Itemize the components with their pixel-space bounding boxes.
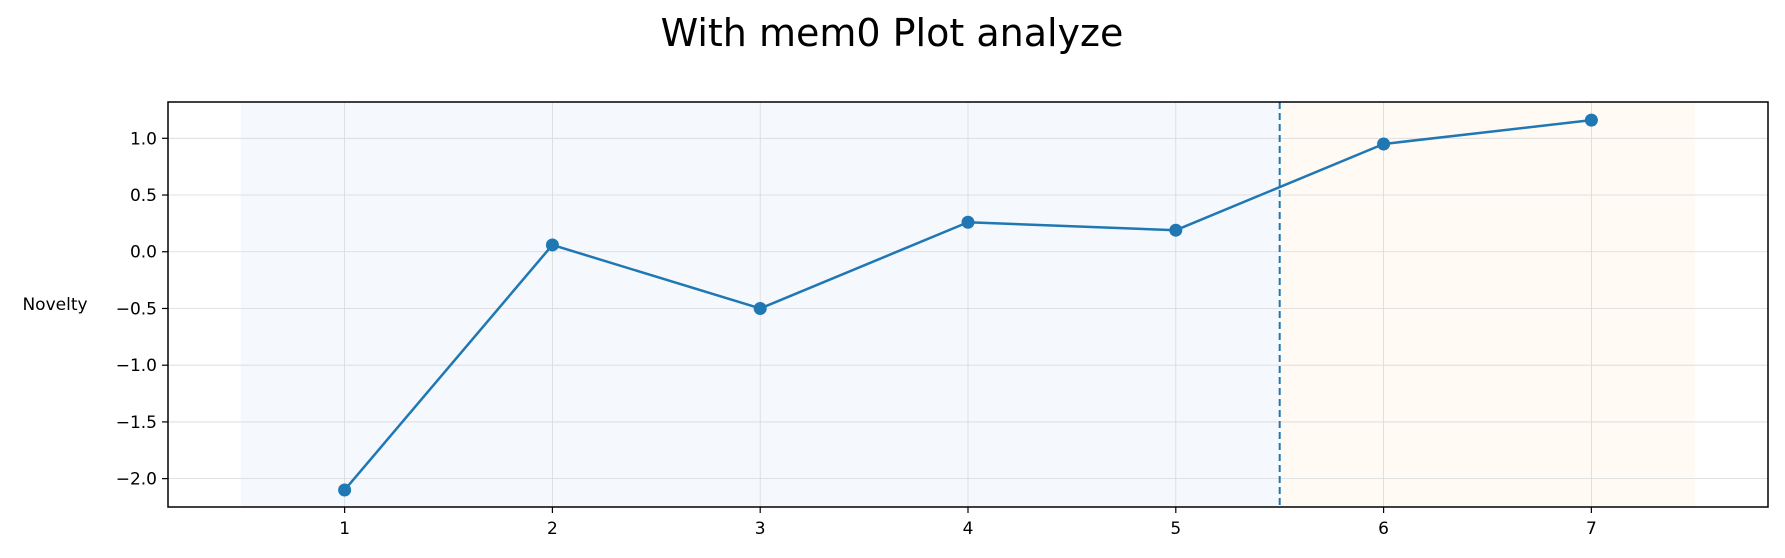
x-tick-label-1: 1 [339, 519, 350, 539]
x-tick-label-7: 7 [1586, 519, 1597, 539]
y-tick-label-1: 1.0 [130, 129, 157, 149]
y-tick-label-7: −2.0 [116, 470, 157, 490]
x-axis-ticks: 1 2 3 4 5 6 7 [339, 507, 1597, 539]
series-layer [338, 113, 1598, 497]
data-point-5 [1169, 223, 1183, 237]
y-tick-label-4: −0.5 [116, 299, 157, 319]
data-point-6 [1377, 137, 1391, 151]
y-axis-ticks: 1.0 0.5 0.0 −0.5 −1.0 −1.5 −2.0 [116, 129, 168, 490]
data-point-4 [961, 215, 975, 229]
x-tick-label-6: 6 [1378, 519, 1389, 539]
x-tick-label-4: 4 [963, 519, 974, 539]
y-tick-label-5: −1.0 [116, 356, 157, 376]
region-band-2 [1279, 102, 1696, 507]
x-tick-label-3: 3 [755, 519, 766, 539]
x-tick-label-2: 2 [547, 519, 558, 539]
grid-lines [168, 102, 1768, 507]
data-point-1 [338, 483, 352, 497]
chart-title: With mem0 Plot analyze [661, 11, 1124, 55]
x-tick-label-5: 5 [1170, 519, 1181, 539]
data-point-3 [753, 301, 767, 315]
y-tick-label-6: −1.5 [116, 413, 157, 433]
data-point-2 [545, 238, 559, 252]
y-tick-label-2: 0.5 [130, 186, 157, 206]
y-tick-label-3: 0.0 [130, 243, 157, 263]
y-axis-label: Novelty [22, 295, 87, 315]
data-point-7 [1584, 113, 1598, 127]
